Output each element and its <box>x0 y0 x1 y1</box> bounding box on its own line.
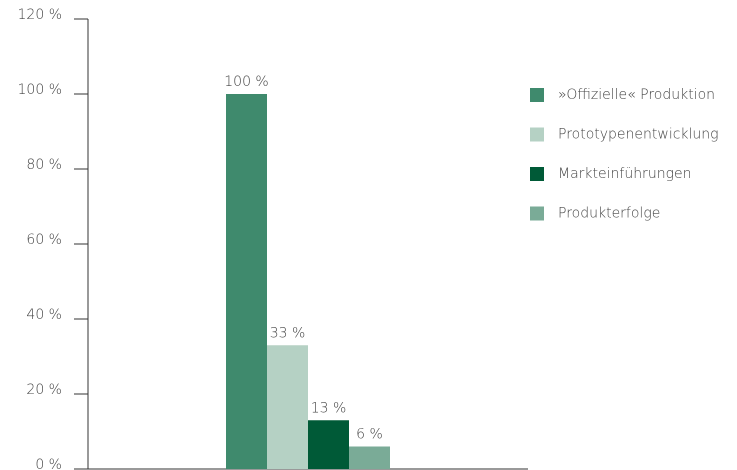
bar <box>226 94 267 469</box>
legend-swatch <box>530 88 544 102</box>
y-tick-label: 120 % <box>18 7 62 23</box>
bar <box>267 345 308 469</box>
y-tick-label: 40 % <box>26 307 62 323</box>
legend-label: Prototypenentwicklung <box>558 127 719 143</box>
y-tick-label: 100 % <box>18 82 62 98</box>
legend-label: Produkterfolge <box>558 206 660 222</box>
y-tick-label: 80 % <box>26 157 62 173</box>
y-tick-label: 60 % <box>26 232 62 248</box>
legend-swatch <box>530 206 544 221</box>
legend-swatch <box>530 167 544 181</box>
y-tick-label: 20 % <box>26 382 62 398</box>
value-label: 6 % <box>356 427 383 443</box>
value-label: 100 % <box>224 74 268 90</box>
value-label: 33 % <box>270 325 306 341</box>
bar <box>349 446 390 469</box>
legend-label: »Offizielle« Produktion <box>558 87 715 103</box>
legend-label: Markteinführungen <box>558 166 691 182</box>
bar <box>308 420 349 469</box>
legend-swatch <box>530 127 544 142</box>
value-label: 13 % <box>311 400 347 416</box>
y-tick-label: 0 % <box>35 457 62 470</box>
